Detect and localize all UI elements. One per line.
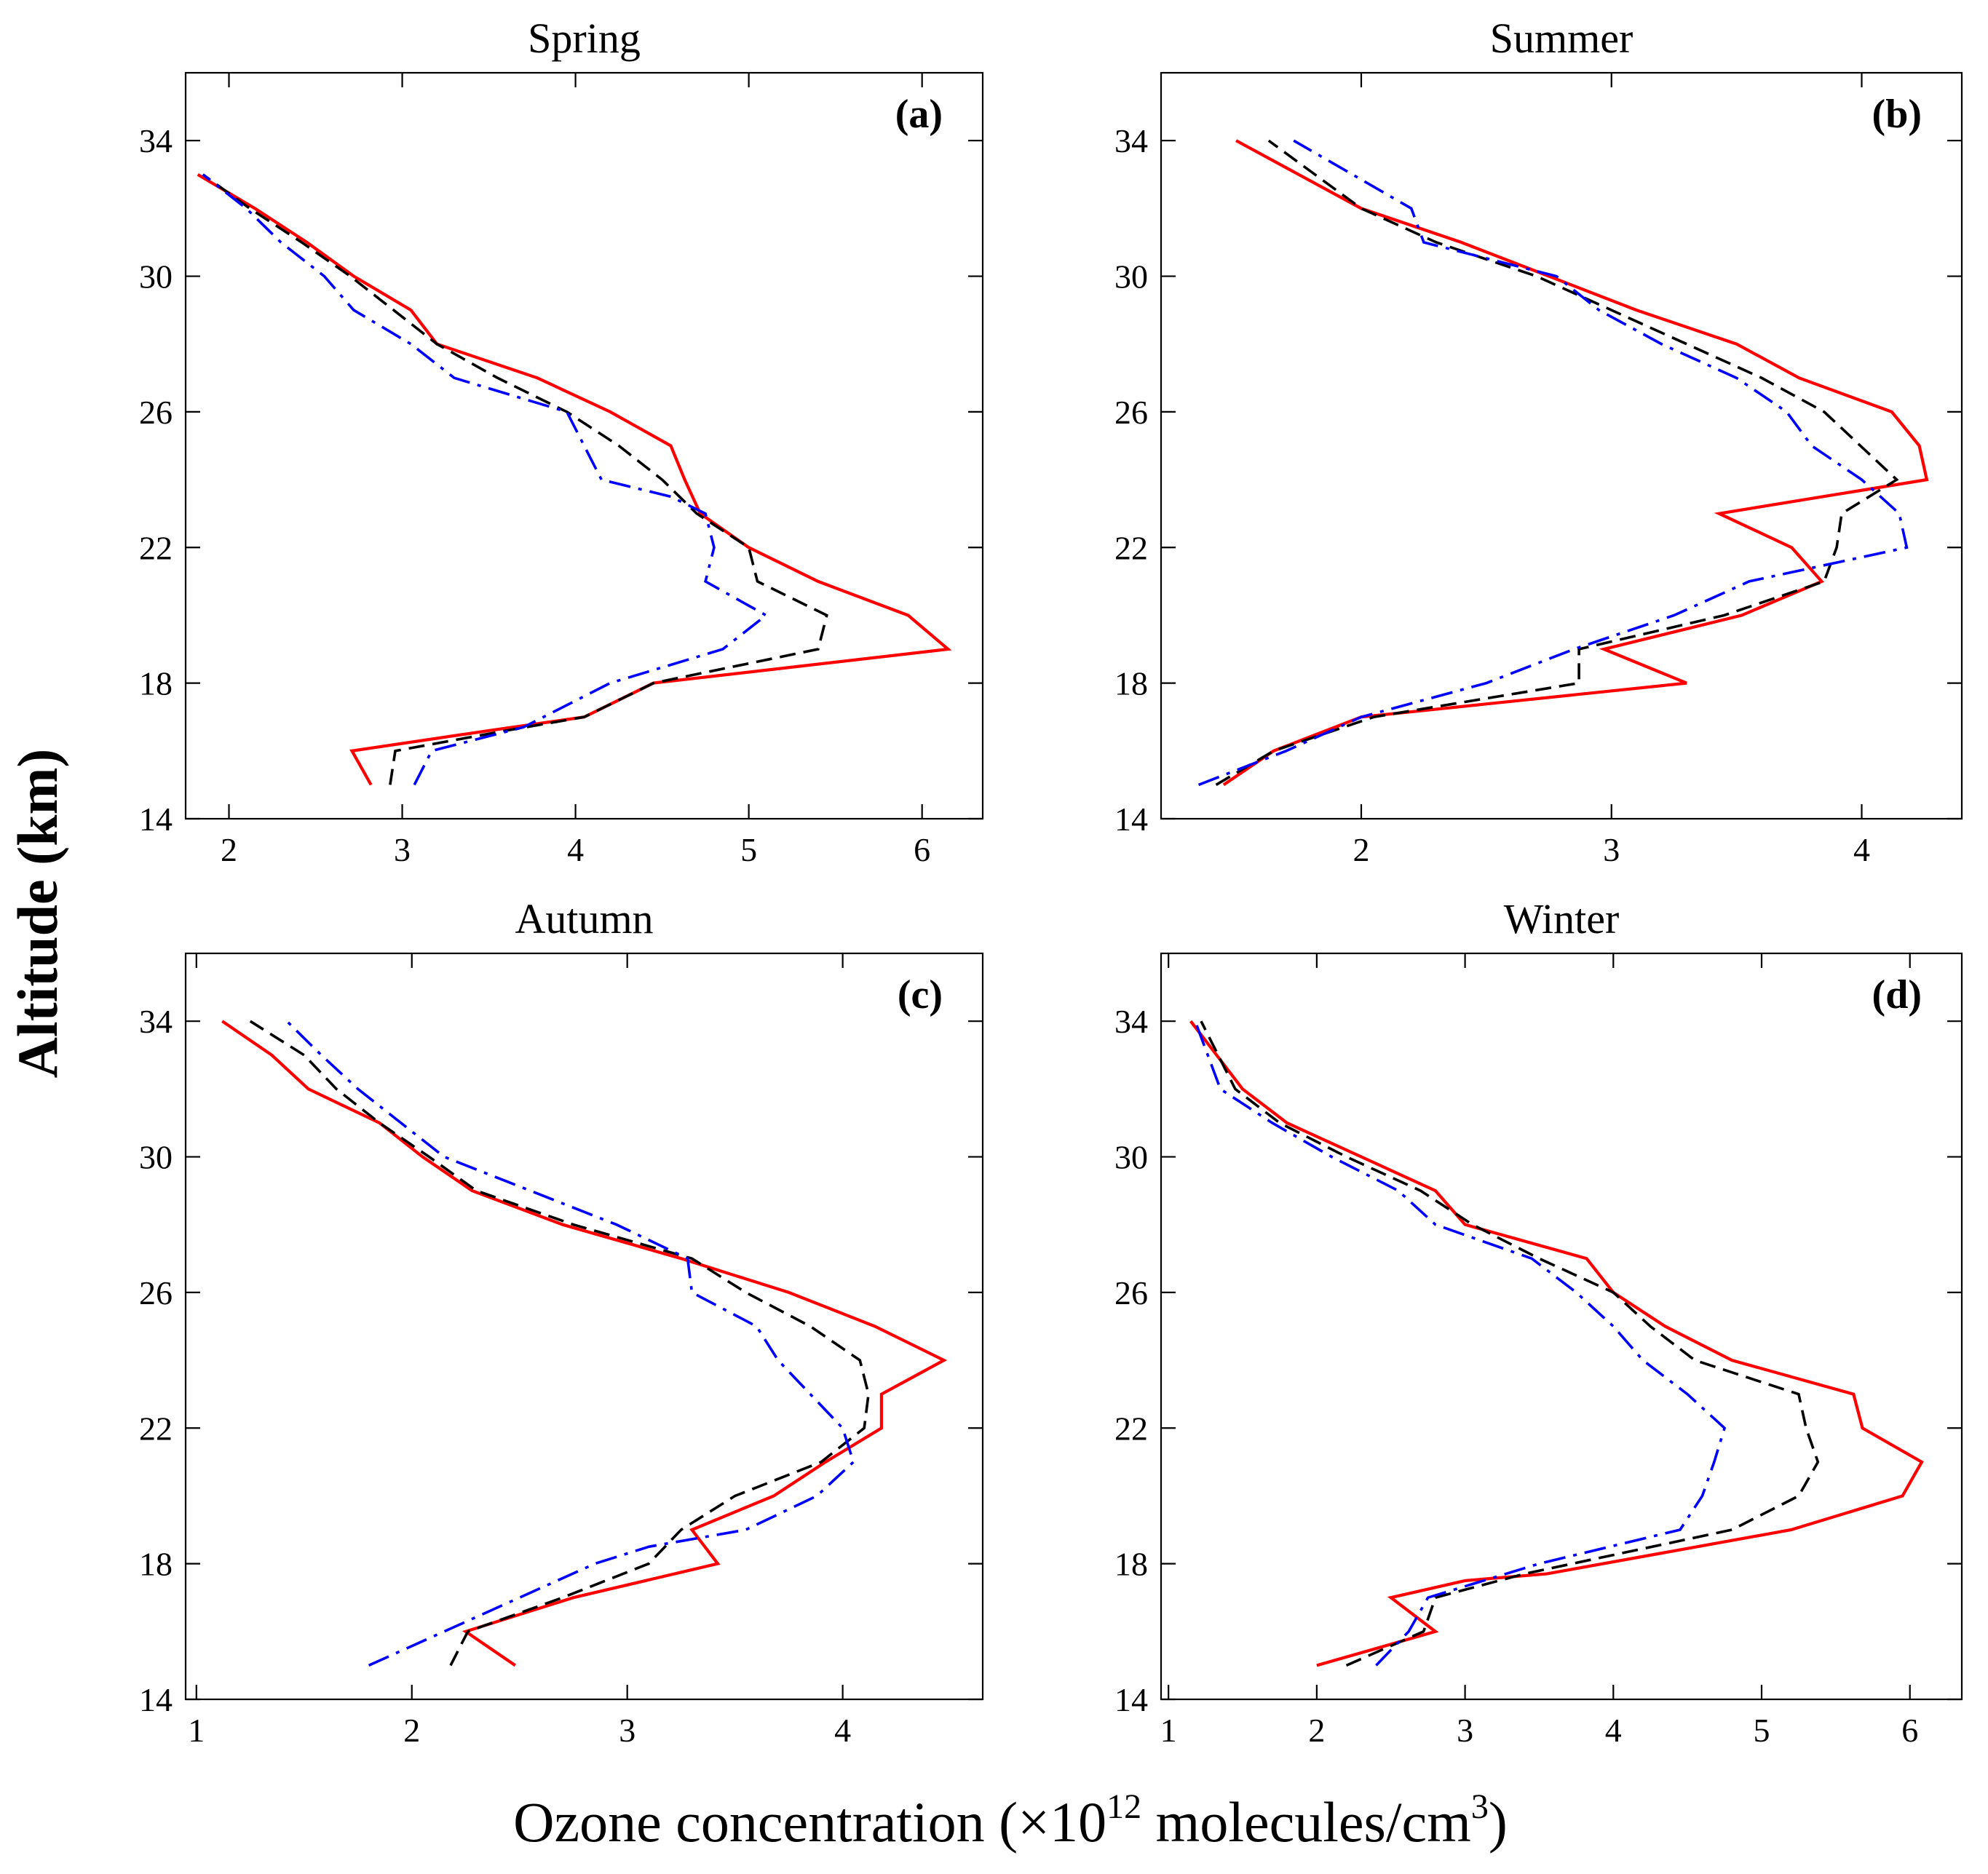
- y-tick-label: 26: [1114, 1274, 1148, 1311]
- y-tick-label: 14: [139, 1681, 173, 1718]
- y-tick-label: 22: [139, 1410, 173, 1447]
- x-axis-title-middle: molecules/cm: [1141, 1790, 1471, 1854]
- panel-title: Spring: [528, 15, 641, 62]
- x-tick-label: 4: [1605, 1712, 1622, 1749]
- x-tick-label: 5: [1754, 1712, 1770, 1749]
- y-tick-label: 14: [1114, 801, 1148, 838]
- series-line-dashdot: [1197, 139, 1909, 787]
- y-tick-label: 30: [139, 1139, 173, 1176]
- plot-frame: [184, 952, 984, 1701]
- x-tick-label: 4: [834, 1712, 851, 1749]
- x-axis-title: Ozone concentration (×1012 molecules/cm3…: [513, 1787, 1508, 1854]
- x-tick-label: 2: [221, 831, 237, 868]
- y-tick-label: 18: [139, 1546, 173, 1583]
- plot-frame: [184, 71, 984, 820]
- y-tick-label: 34: [1114, 122, 1148, 159]
- x-tick-label: 6: [1901, 1712, 1918, 1749]
- x-axis-title-suffix: ): [1489, 1790, 1508, 1854]
- series-line-dashdot: [285, 1020, 855, 1667]
- x-tick-label: 6: [914, 831, 930, 868]
- series-line-dashed: [202, 173, 828, 785]
- y-tick-label: 30: [139, 258, 173, 295]
- panel-letter: (d): [1872, 972, 1922, 1017]
- series-line-solid: [1189, 1020, 1924, 1667]
- panel-title: Summer: [1490, 15, 1633, 62]
- y-tick-label: 18: [1114, 665, 1148, 702]
- series-line-dashed: [1200, 1020, 1820, 1667]
- y-tick-label: 14: [1114, 1681, 1148, 1718]
- x-tick-label: 4: [567, 831, 584, 868]
- series-line-dashed: [249, 1020, 870, 1667]
- x-tick-label: 1: [188, 1712, 205, 1749]
- panel-letter: (c): [898, 972, 943, 1017]
- x-axis-title-prefix: Ozone concentration (×10: [513, 1790, 1106, 1854]
- x-tick-label: 5: [740, 831, 757, 868]
- x-tick-label: 2: [1353, 831, 1370, 868]
- y-tick-label: 22: [1114, 529, 1148, 566]
- x-axis-title-unit-exponent: 3: [1471, 1787, 1489, 1826]
- series-line-dashed: [1215, 139, 1899, 786]
- x-tick-label: 1: [1160, 1712, 1177, 1749]
- plot-frame: [1160, 71, 1963, 820]
- x-tick-label: 3: [619, 1712, 635, 1749]
- y-tick-label: 18: [1114, 1546, 1148, 1583]
- x-axis-title-exponent: 12: [1106, 1787, 1141, 1826]
- y-tick-label: 34: [139, 1003, 173, 1040]
- panel-letter: (a): [895, 92, 943, 137]
- y-axis-title: Altitude (km): [6, 749, 69, 1079]
- y-tick-label: 34: [1114, 1003, 1148, 1040]
- y-tick-label: 18: [139, 665, 173, 702]
- y-tick-label: 26: [139, 1274, 173, 1311]
- x-tick-label: 3: [394, 831, 411, 868]
- y-tick-label: 34: [139, 122, 173, 159]
- x-tick-label: 2: [1308, 1712, 1325, 1749]
- panel-title: Autumn: [515, 895, 653, 942]
- series-line-solid: [197, 172, 952, 786]
- y-tick-label: 14: [139, 801, 173, 838]
- series-line-dashdot: [1194, 1020, 1727, 1667]
- x-tick-label: 2: [403, 1712, 420, 1749]
- y-tick-label: 30: [1114, 1139, 1148, 1176]
- series-line-solid: [1222, 139, 1929, 787]
- x-tick-label: 4: [1853, 831, 1870, 868]
- y-tick-label: 22: [139, 529, 173, 566]
- panel-letter: (b): [1872, 92, 1922, 137]
- series-line-dashdot: [202, 173, 769, 786]
- plot-frame: [1160, 952, 1963, 1701]
- y-tick-label: 26: [1114, 394, 1148, 431]
- y-tick-label: 22: [1114, 1410, 1148, 1447]
- y-tick-label: 26: [139, 394, 173, 431]
- panel-title: Winter: [1504, 895, 1620, 942]
- x-tick-label: 3: [1603, 831, 1620, 868]
- y-tick-label: 30: [1114, 258, 1148, 295]
- x-tick-label: 3: [1457, 1712, 1473, 1749]
